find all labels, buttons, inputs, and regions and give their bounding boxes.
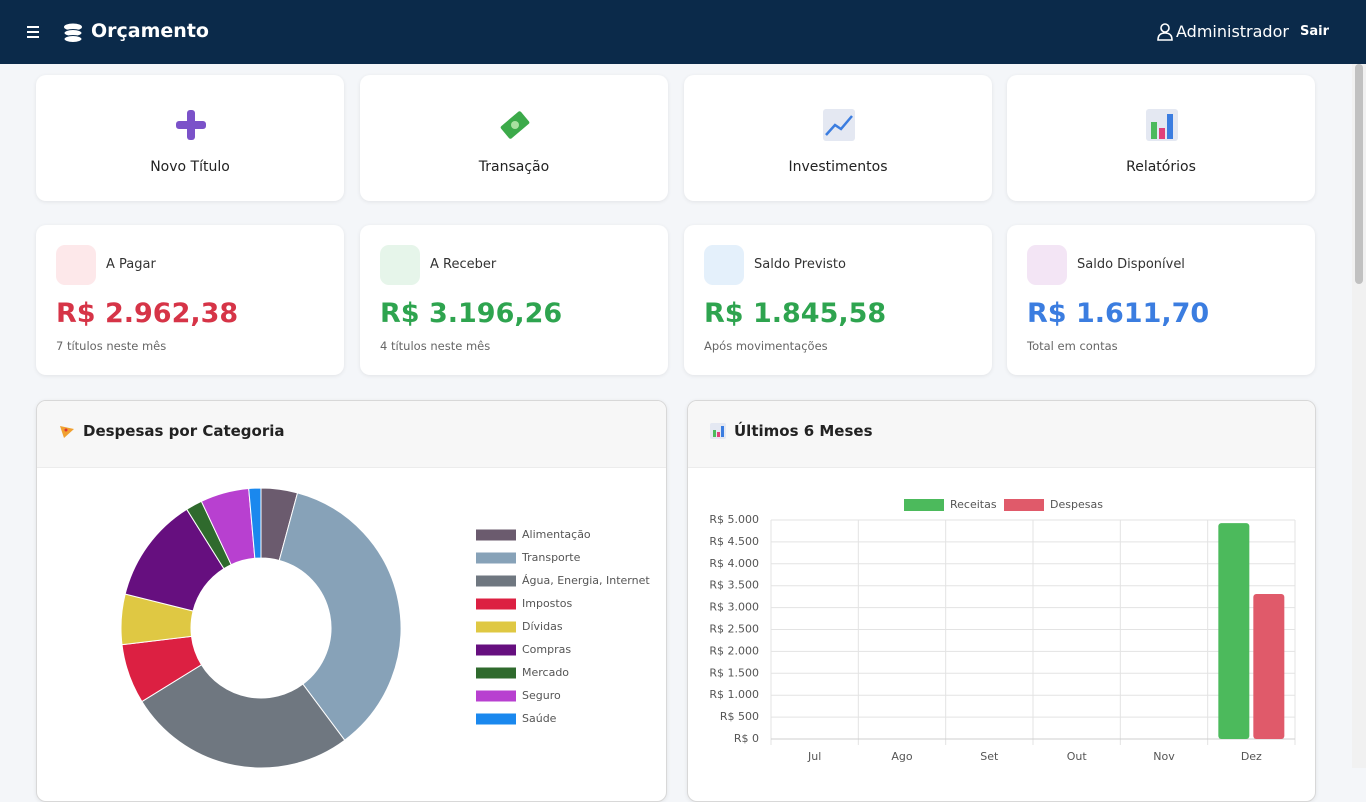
plus-icon	[176, 110, 206, 140]
y-tick-label: R$ 500	[720, 710, 759, 723]
action-card[interactable]: Relatórios	[1007, 75, 1315, 201]
user-menu[interactable]: Administrador	[1176, 22, 1289, 41]
x-tick-label: Out	[1067, 750, 1088, 763]
bar-icon	[1146, 109, 1178, 141]
summary-label: A Receber	[430, 257, 497, 272]
legend-swatch	[1004, 499, 1044, 511]
action-label: Relatórios	[1126, 159, 1196, 175]
header-icon	[710, 423, 726, 439]
summary-card: A Pagar R$ 2.962,38 7 títulos neste mês	[36, 225, 344, 375]
legend-label: Compras	[522, 643, 571, 656]
y-tick-label: R$ 1.000	[709, 688, 759, 701]
action-card[interactable]: Novo Título	[36, 75, 344, 201]
doughnut-slice	[278, 492, 402, 741]
money-icon	[500, 111, 530, 139]
x-tick-label: Dez	[1241, 750, 1262, 763]
card-header: Últimos 6 Meses	[688, 401, 1315, 468]
legend-label: Água, Energia, Internet	[522, 574, 650, 587]
summary-label: Saldo Previsto	[754, 257, 846, 272]
legend-swatch	[476, 529, 516, 541]
header-icon	[60, 426, 74, 438]
bar	[1253, 594, 1285, 739]
legend-swatch	[476, 598, 516, 610]
y-tick-label: R$ 1.500	[709, 666, 759, 679]
logout-link[interactable]: Sair	[1300, 24, 1330, 39]
summary-note: 7 títulos neste mês	[56, 339, 167, 353]
summary-amount: R$ 1.845,58	[704, 298, 887, 329]
legend-label: Transporte	[521, 551, 581, 564]
summary-amount: R$ 1.611,70	[1027, 298, 1210, 329]
legend-label: Receitas	[950, 498, 997, 511]
navbar: Orçamento Administrador Sair	[0, 0, 1366, 64]
menu-button[interactable]	[27, 26, 40, 38]
x-tick-label: Nov	[1153, 750, 1175, 763]
chart-up-icon	[823, 109, 855, 141]
action-label: Investimentos	[788, 159, 888, 175]
y-tick-label: R$ 5.000	[709, 513, 759, 526]
summary-icon	[704, 245, 744, 285]
summary-card: Saldo Previsto R$ 1.845,58 Após moviment…	[684, 225, 992, 375]
doughnut-slice	[141, 664, 346, 769]
bar	[1218, 523, 1250, 739]
y-tick-label: R$ 2.500	[709, 623, 759, 636]
y-tick-label: R$ 3.000	[709, 601, 759, 614]
x-tick-label: Set	[980, 750, 999, 763]
action-label: Transação	[478, 159, 550, 175]
legend-label: Saúde	[522, 712, 557, 725]
scrollbar	[1352, 64, 1366, 768]
summary-card: A Receber R$ 3.196,26 4 títulos neste mê…	[360, 225, 668, 375]
summary-label: Saldo Disponível	[1077, 257, 1185, 272]
doughnut-chart: Alimentação Transporte Água, Energia, Inte…	[120, 487, 650, 769]
legend-label: Despesas	[1050, 498, 1103, 511]
bar-chart: R$ 0 R$ 500 R$ 1.000 R$ 1.500 R$ 2.000 R$ 2.5…	[709, 498, 1296, 763]
legend-swatch	[476, 552, 516, 564]
legend-label: Impostos	[522, 597, 572, 610]
y-tick-label: R$ 2.000	[709, 644, 759, 657]
legend-swatch	[476, 713, 516, 725]
action-card[interactable]: Transação	[360, 75, 668, 201]
doughnut-slice	[248, 487, 262, 559]
chart-card: Despesas por Categoria Alimentação Transp…	[36, 400, 667, 802]
scrollbar-thumb[interactable]	[1355, 64, 1363, 284]
legend-label: Dívidas	[522, 620, 563, 633]
legend-label: Mercado	[522, 666, 569, 679]
brand[interactable]: Orçamento	[91, 20, 209, 42]
legend-swatch	[476, 690, 516, 702]
summary-note: Total em contas	[1027, 339, 1118, 353]
legend-swatch	[904, 499, 944, 511]
legend-swatch	[476, 644, 516, 656]
y-tick-label: R$ 0	[734, 732, 759, 745]
x-tick-label: Ago	[891, 750, 913, 763]
y-tick-label: R$ 4.000	[709, 557, 759, 570]
chart-card: Últimos 6 Meses R$ 0 R$ 500 R$ 1.000 R$ 1.5…	[687, 400, 1316, 802]
summary-card: Saldo Disponível R$ 1.611,70 Total em co…	[1007, 225, 1315, 375]
legend-swatch	[476, 575, 516, 587]
chart-title: Últimos 6 Meses	[734, 422, 873, 440]
summary-icon	[380, 245, 420, 285]
legend-swatch	[476, 621, 516, 633]
summary-label: A Pagar	[106, 257, 156, 272]
chart-title: Despesas por Categoria	[83, 422, 285, 440]
brand-icon	[63, 23, 83, 43]
summary-icon	[56, 245, 96, 285]
action-label: Novo Título	[150, 159, 230, 175]
user-icon	[1157, 23, 1173, 41]
y-tick-label: R$ 3.500	[709, 579, 759, 592]
summary-amount: R$ 2.962,38	[56, 298, 239, 329]
x-tick-label: Jul	[807, 750, 821, 763]
action-card[interactable]: Investimentos	[684, 75, 992, 201]
summary-note: 4 títulos neste mês	[380, 339, 491, 353]
summary-icon	[1027, 245, 1067, 285]
summary-amount: R$ 3.196,26	[380, 298, 563, 329]
legend-swatch	[476, 667, 516, 679]
card-header: Despesas por Categoria	[37, 401, 666, 468]
y-tick-label: R$ 4.500	[709, 535, 759, 548]
legend-label: Seguro	[522, 689, 561, 702]
summary-note: Após movimentações	[704, 339, 828, 353]
legend-label: Alimentação	[522, 528, 591, 541]
